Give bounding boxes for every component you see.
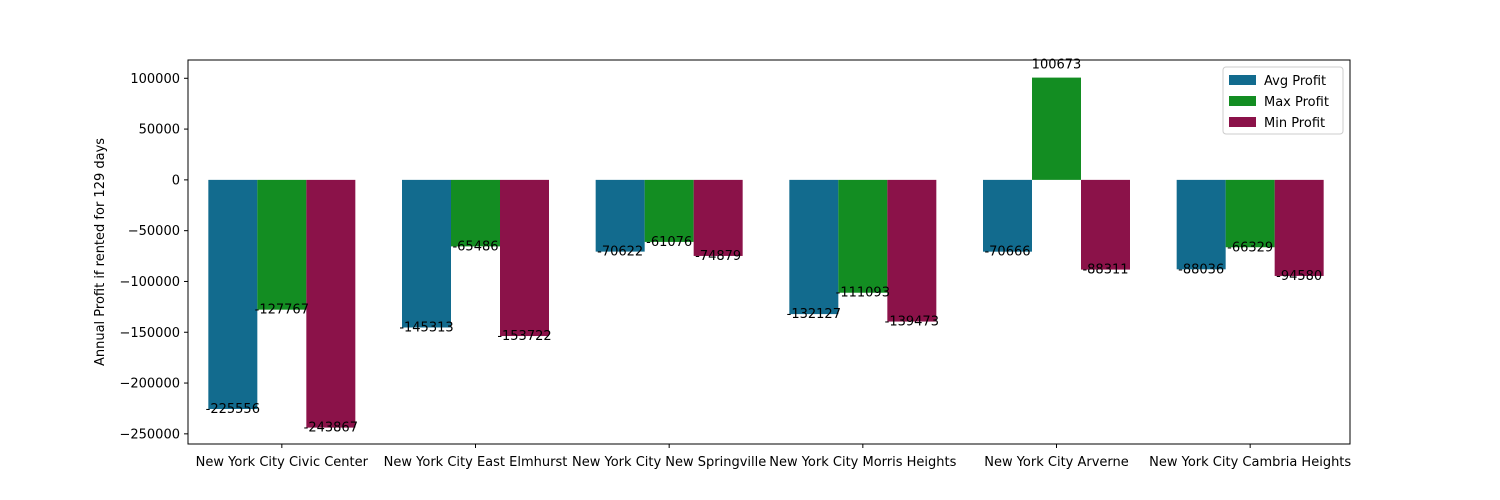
x-tick-label: New York City Morris Heights — [769, 455, 956, 470]
data-label: -153722 — [497, 329, 551, 344]
y-tick-label: 0 — [172, 173, 180, 188]
data-label: -70666 — [984, 245, 1030, 260]
legend: Avg Profit Max Profit Min Profit — [1222, 66, 1344, 135]
data-label: -88036 — [1178, 262, 1224, 277]
bar-max-profit-6 — [1225, 179, 1275, 248]
y-axis: −250000 −200000 −150000 −100000 −50000 0 50000… — [119, 72, 188, 442]
x-tick-label: New York City Arverne — [984, 455, 1129, 470]
bar-max-profit-5 — [1032, 77, 1081, 180]
x-tick-label: New York City New Springville — [572, 455, 766, 470]
bar-avg-profit-4 — [789, 179, 839, 315]
legend-swatch — [1229, 75, 1256, 85]
bar-min-profit-4 — [887, 179, 937, 322]
bar-avg-profit-2 — [402, 179, 451, 328]
data-label: -94580 — [1276, 269, 1322, 284]
y-tick-label: −250000 — [119, 427, 180, 442]
y-tick-label: −50000 — [128, 224, 180, 239]
data-label: -225556 — [206, 402, 260, 417]
bar-avg-profit-1 — [208, 179, 258, 410]
x-tick-label: New York City Cambria Heights — [1149, 455, 1351, 470]
bar-min-profit-3 — [693, 179, 743, 256]
y-tick-label: −200000 — [119, 377, 180, 392]
bar-min-profit-2 — [500, 179, 549, 337]
bar-max-profit-3 — [644, 179, 694, 242]
bar-min-profit-1 — [306, 179, 356, 428]
bar-max-profit-2 — [451, 179, 500, 247]
plot-frame — [187, 59, 1351, 445]
x-tick-label: New York City East Elmhurst — [384, 455, 568, 470]
data-label: -243867 — [304, 421, 358, 436]
y-tick-label: −150000 — [119, 326, 180, 341]
bar-max-profit-4 — [838, 179, 888, 293]
legend-swatch — [1229, 96, 1256, 106]
bar-min-profit-5 — [1081, 179, 1130, 270]
data-label: -139473 — [885, 315, 939, 330]
bar-avg-profit-3 — [595, 179, 645, 252]
data-label: -70622 — [597, 245, 643, 260]
bar-min-profit-6 — [1274, 179, 1324, 276]
data-label: -111093 — [836, 286, 890, 301]
legend-label: Avg Profit — [1264, 74, 1326, 89]
data-label: 100673 — [1032, 58, 1082, 73]
data-label: -132127 — [787, 307, 841, 322]
y-tick-label: 100000 — [130, 72, 180, 87]
legend-label: Max Profit — [1264, 95, 1329, 110]
data-label: -61076 — [646, 235, 692, 250]
x-tick-label: New York City Civic Center — [196, 455, 369, 470]
x-axis: New York City Civic Center New York City … — [196, 444, 1351, 470]
data-label: -65486 — [452, 239, 498, 254]
data-label: -127767 — [255, 303, 309, 318]
bar-max-profit-1 — [257, 179, 307, 310]
bar-labels-layer: -225556 -127767 -243867 -145313 -65486 -15372… — [206, 58, 1323, 436]
y-tick-label: −100000 — [119, 275, 180, 290]
legend-label: Min Profit — [1264, 116, 1325, 131]
y-tick-label: 50000 — [139, 123, 180, 138]
y-axis-title: Annual Profit if rented for 129 days — [93, 138, 108, 366]
data-label: -145313 — [399, 320, 453, 335]
bars-layer — [208, 77, 1324, 428]
legend-swatch — [1229, 117, 1256, 127]
bar-avg-profit-5 — [983, 179, 1032, 252]
bar-avg-profit-6 — [1176, 179, 1226, 270]
data-label: -66329 — [1227, 240, 1273, 255]
data-label: -74879 — [695, 249, 741, 264]
data-label: -88311 — [1082, 263, 1128, 278]
